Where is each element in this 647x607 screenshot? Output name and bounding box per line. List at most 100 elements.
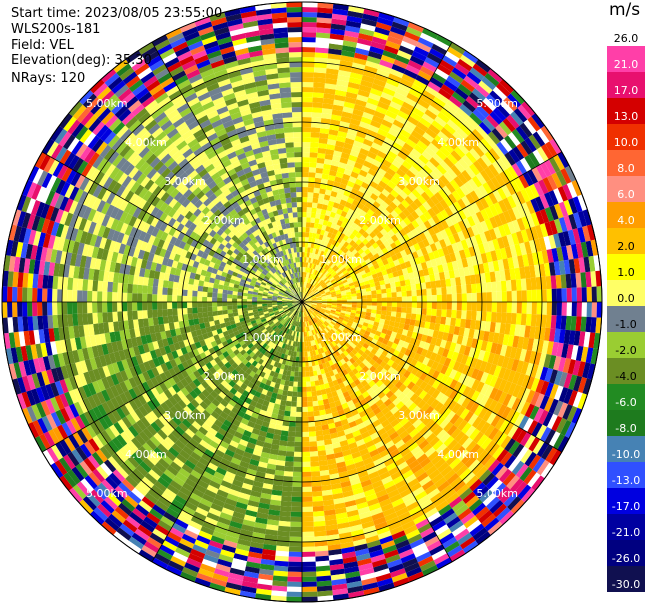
velocity-gate xyxy=(558,217,568,233)
velocity-gate xyxy=(331,271,337,277)
velocity-gate xyxy=(462,99,476,113)
velocity-gate xyxy=(400,285,407,292)
velocity-gate xyxy=(284,461,294,467)
velocity-gate xyxy=(370,119,382,129)
velocity-gate xyxy=(314,276,319,282)
velocity-gate xyxy=(475,222,485,234)
velocity-gate xyxy=(461,310,467,320)
velocity-gate xyxy=(371,142,382,151)
velocity-gate xyxy=(429,100,444,112)
velocity-gate xyxy=(287,571,302,577)
velocity-gate xyxy=(356,42,371,51)
velocity-gate xyxy=(461,302,467,311)
velocity-gate xyxy=(303,287,306,293)
velocity-gate xyxy=(347,81,361,90)
velocity-gate xyxy=(296,406,302,412)
velocity-gate xyxy=(387,221,396,230)
velocity-gate xyxy=(358,33,374,42)
velocity-gate xyxy=(289,376,295,382)
velocity-gate xyxy=(317,450,327,457)
velocity-gate xyxy=(340,210,348,218)
velocity-gate xyxy=(327,139,337,146)
velocity-gate xyxy=(343,101,356,109)
velocity-gate xyxy=(515,190,526,205)
velocity-gate xyxy=(306,386,312,392)
velocity-gate xyxy=(435,316,442,324)
velocity-gate xyxy=(535,164,548,180)
velocity-gate xyxy=(302,511,314,517)
velocity-gate xyxy=(333,273,339,279)
velocity-gate xyxy=(399,280,406,287)
velocity-gate xyxy=(520,188,531,203)
velocity-gate xyxy=(311,299,317,301)
velocity-gate xyxy=(322,168,331,175)
velocity-gate xyxy=(387,229,396,238)
velocity-gate xyxy=(313,72,327,79)
velocity-gate xyxy=(382,49,397,60)
velocity-gate xyxy=(525,313,532,327)
velocity-gate xyxy=(449,71,464,84)
velocity-gate xyxy=(411,228,419,237)
velocity-gate xyxy=(346,15,363,24)
velocity-gate xyxy=(573,258,581,274)
velocity-gate xyxy=(341,111,353,119)
velocity-gate xyxy=(361,224,369,232)
velocity-gate xyxy=(440,316,447,325)
velocity-gate xyxy=(463,75,479,89)
velocity-gate xyxy=(347,252,355,259)
velocity-gate xyxy=(404,120,417,131)
velocity-gate xyxy=(449,115,463,128)
velocity-gate xyxy=(343,142,353,150)
velocity-gate xyxy=(437,63,452,76)
velocity-gate xyxy=(326,68,339,75)
velocity-gate xyxy=(337,130,348,138)
velocity-gate xyxy=(330,289,336,293)
velocity-gate xyxy=(322,263,327,269)
velocity-gate xyxy=(520,278,527,291)
velocity-gate xyxy=(314,264,319,271)
velocity-gate xyxy=(290,371,295,377)
velocity-gate xyxy=(413,46,430,57)
velocity-gate xyxy=(413,242,421,252)
velocity-gate xyxy=(323,93,335,100)
velocity-gate xyxy=(280,500,292,507)
velocity-gate xyxy=(332,202,340,209)
velocity-gate xyxy=(492,260,500,272)
velocity-gate xyxy=(305,237,309,243)
velocity-gate xyxy=(426,52,442,64)
velocity-gate xyxy=(374,172,384,181)
velocity-gate xyxy=(356,213,364,222)
velocity-gate xyxy=(307,262,311,268)
velocity-gate xyxy=(557,152,570,169)
velocity-gate xyxy=(302,207,307,213)
velocity-gate xyxy=(445,138,458,150)
velocity-gate xyxy=(361,143,372,152)
velocity-gate xyxy=(415,158,426,169)
velocity-gate xyxy=(314,270,318,276)
velocity-gate xyxy=(441,185,452,197)
velocity-gate xyxy=(302,237,306,243)
velocity-gate xyxy=(332,264,338,271)
velocity-gate xyxy=(391,254,398,262)
velocity-gate xyxy=(506,302,512,313)
velocity-gate xyxy=(350,255,357,262)
velocity-gate xyxy=(551,172,563,189)
velocity-gate xyxy=(445,317,452,326)
velocity-gate xyxy=(400,249,408,258)
velocity-gate xyxy=(340,259,347,266)
velocity-gate xyxy=(349,285,356,290)
velocity-gate xyxy=(369,88,383,97)
velocity-gate xyxy=(361,305,367,309)
velocity-gate xyxy=(341,50,356,58)
velocity-gate xyxy=(580,241,589,258)
velocity-gate xyxy=(319,280,325,286)
velocity-gate xyxy=(353,161,364,170)
velocity-gate xyxy=(523,119,537,135)
velocity-gate xyxy=(310,137,320,143)
velocity-gate xyxy=(368,223,377,232)
velocity-gate xyxy=(547,174,558,191)
velocity-gate xyxy=(368,265,376,272)
velocity-gate xyxy=(302,217,307,223)
velocity-gate xyxy=(365,172,375,181)
velocity-gate xyxy=(387,272,394,279)
